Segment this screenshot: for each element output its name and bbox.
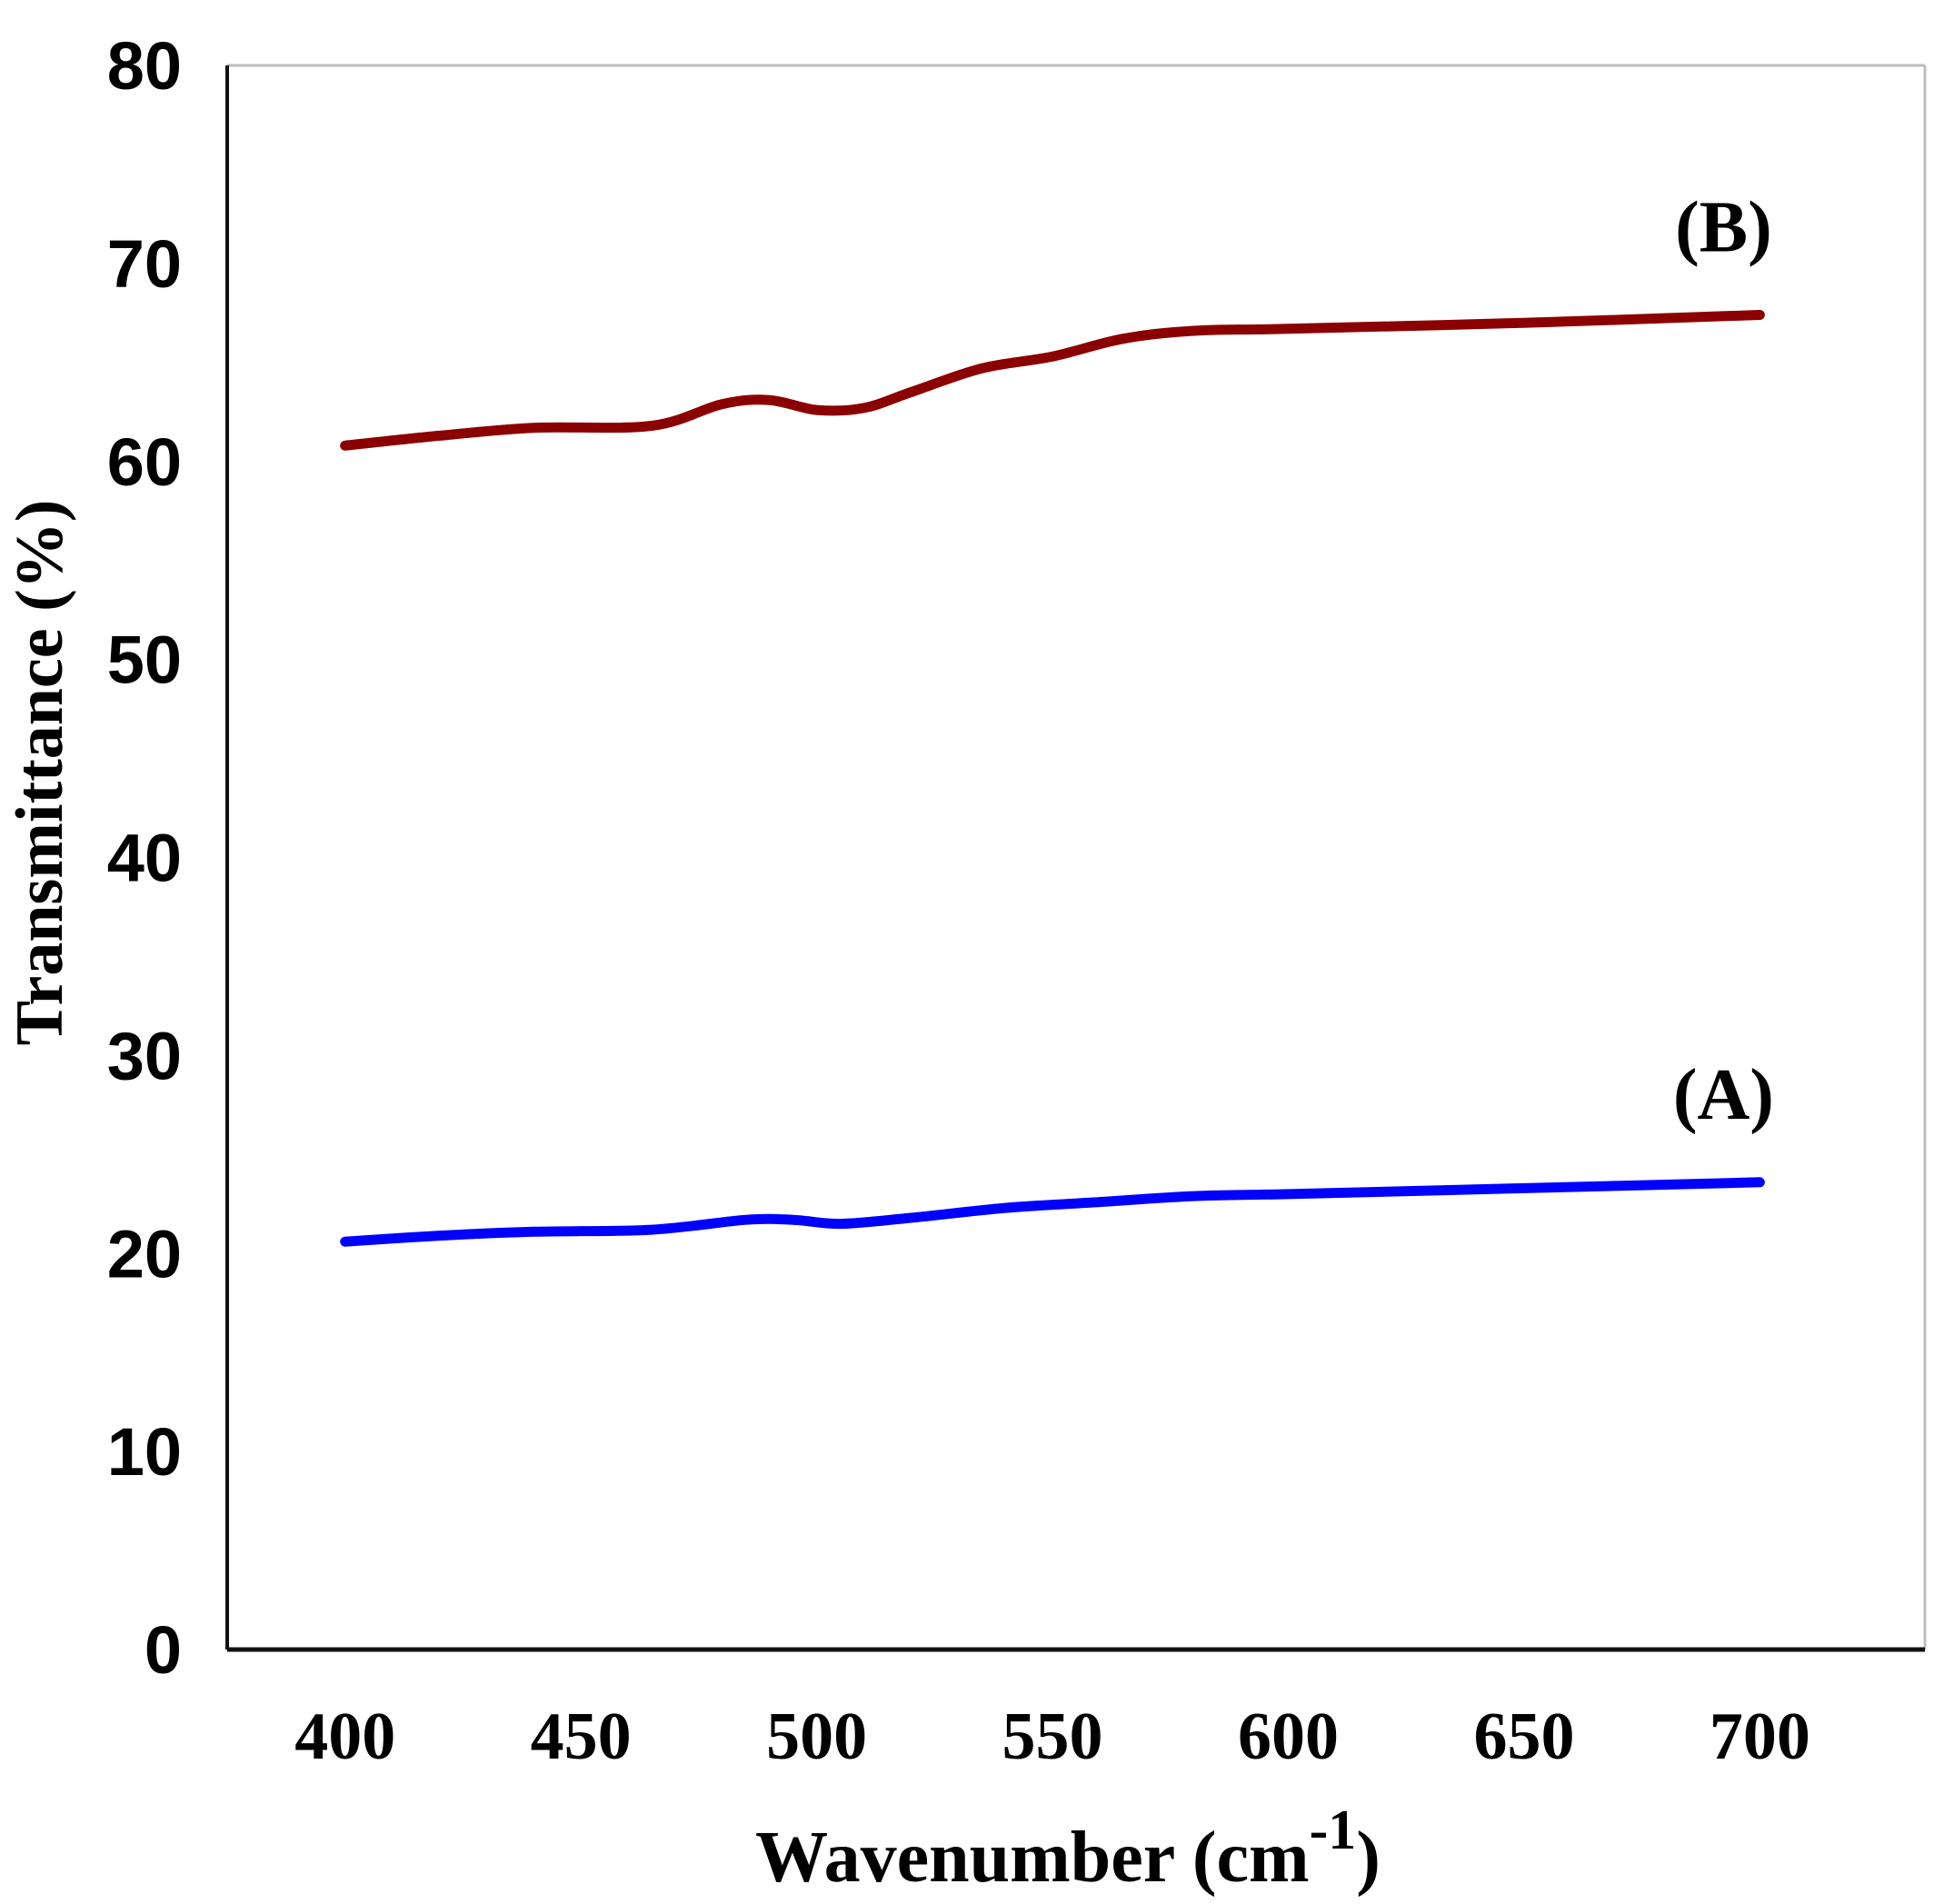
x-axis-label: Wavenumber (cm-1) (755, 1799, 1381, 1898)
y-tick-label: 20 (107, 1216, 182, 1291)
x-tick-label: 400 (294, 1700, 395, 1774)
y-tick-label: 10 (107, 1414, 182, 1490)
x-tick-labels: 400 450 500 550 600 650 700 (294, 1700, 1810, 1774)
x-tick-label: 600 (1238, 1700, 1339, 1774)
y-tick-label: 70 (107, 226, 182, 302)
y-tick-label: 0 (145, 1612, 182, 1688)
series-labels: (A) (B) (1673, 188, 1774, 1135)
series-lines (340, 310, 1765, 1247)
y-tick-labels: 0 10 20 30 40 50 60 70 80 (107, 28, 182, 1688)
series-label-0: (A) (1673, 1055, 1774, 1135)
y-tick-label: 60 (107, 424, 182, 500)
y-tick-label: 40 (107, 821, 182, 896)
y-tick-label: 80 (107, 28, 182, 104)
x-tick-label: 450 (531, 1700, 632, 1774)
y-axis-label: Transmittance (%) (3, 500, 77, 1046)
x-axis-label-main: Wavenumber (cm (755, 1818, 1310, 1898)
x-tick-label: 700 (1710, 1700, 1810, 1774)
x-tick-label: 650 (1473, 1700, 1574, 1774)
plot-area (225, 64, 1927, 1652)
series-label-1: (B) (1675, 188, 1772, 268)
y-tick-label: 50 (107, 623, 182, 698)
series-line-1 (340, 310, 1765, 451)
x-tick-label: 500 (766, 1700, 867, 1774)
x-axis-label-superscript: -1 (1310, 1799, 1357, 1861)
series-line-0 (340, 1177, 1765, 1247)
x-axis-label-suffix: ) (1356, 1818, 1381, 1898)
x-tick-label: 550 (1002, 1700, 1103, 1774)
y-tick-label: 30 (107, 1018, 182, 1093)
